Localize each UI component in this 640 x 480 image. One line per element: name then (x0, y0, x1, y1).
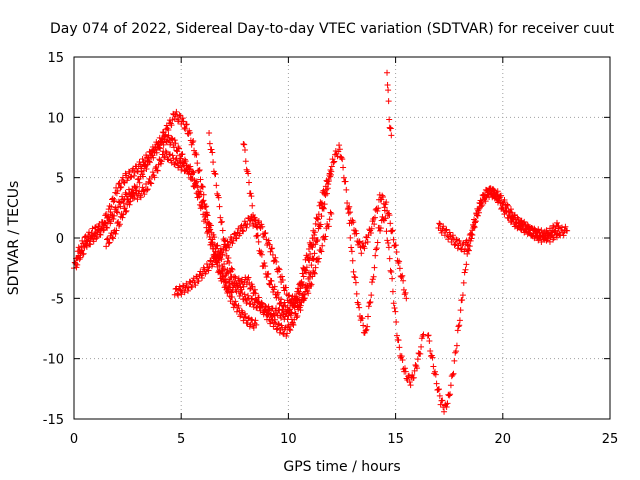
data-points (71, 69, 571, 415)
point-markers (435, 185, 562, 255)
x-tick-label: 5 (177, 432, 185, 447)
y-tick-label: -15 (43, 413, 64, 428)
y-tick-label: 0 (56, 232, 64, 247)
x-axis-label: GPS time / hours (283, 459, 400, 475)
x-tick-label: 0 (70, 432, 78, 447)
x-tick-label: 20 (495, 432, 512, 447)
series-trace-g (289, 142, 427, 389)
point-markers (206, 129, 296, 339)
y-axis-label: SDTVAR / TECUs (6, 181, 22, 296)
series-trace-f (240, 140, 318, 316)
x-tick-label: 15 (387, 432, 404, 447)
series-trace-i (384, 69, 395, 139)
point-markers (424, 185, 571, 415)
series-trace-k (435, 185, 562, 255)
point-markers (289, 142, 427, 389)
point-markers (384, 69, 395, 139)
grid-lines (74, 57, 610, 419)
axis-ticks: 0 5 10 15 20 25 -15 -10 -5 0 5 10 15 (43, 51, 619, 447)
y-tick-label: -10 (43, 353, 64, 368)
point-markers (345, 191, 410, 302)
series-trace-j (424, 185, 571, 415)
series-trace-b (73, 108, 236, 296)
series-trace-e (206, 129, 296, 339)
y-tick-label: 15 (47, 51, 64, 66)
y-tick-label: 5 (56, 172, 64, 187)
x-tick-label: 25 (602, 432, 619, 447)
x-tick-label: 10 (280, 432, 297, 447)
series-trace-c (103, 131, 260, 331)
point-markers (73, 108, 236, 296)
series-trace-h (345, 191, 410, 302)
y-tick-label: -5 (51, 292, 64, 307)
y-tick-label: 10 (47, 111, 64, 126)
point-markers (240, 140, 318, 316)
point-markers (103, 131, 260, 331)
chart-title: Day 074 of 2022, Sidereal Day-to-day VTE… (50, 21, 615, 37)
